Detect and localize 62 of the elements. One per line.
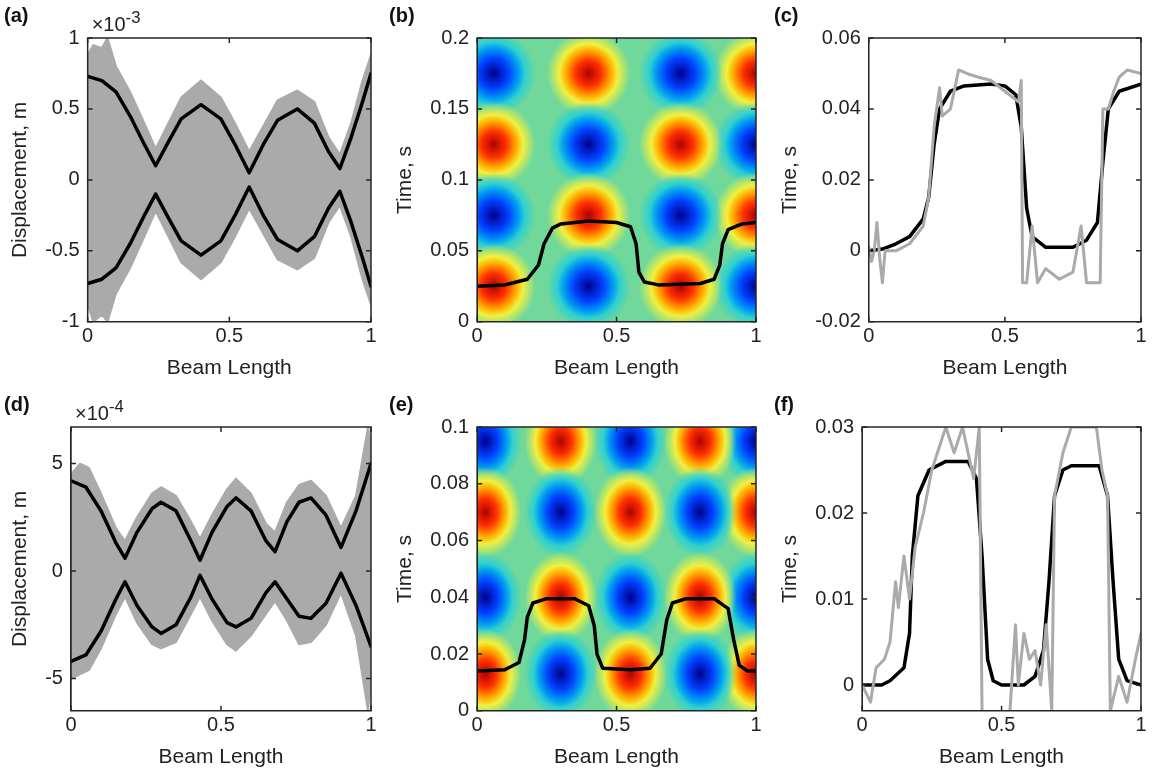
- x-tick-label: 0: [863, 324, 875, 347]
- x-tick-label: 0.5: [215, 324, 244, 347]
- y-tick-label: 0.04: [430, 584, 470, 607]
- y-tick-label: 5: [51, 451, 63, 474]
- y-tick-label: 0.02: [821, 167, 861, 190]
- y-axis-title: Displacement, m: [7, 101, 31, 259]
- x-tick-label: 1: [1135, 324, 1147, 347]
- x-tick-label: 1: [750, 713, 762, 736]
- y-tick-label: -1: [61, 309, 80, 332]
- chart-title: (d): [4, 392, 30, 415]
- y-tick-label: 0: [458, 309, 470, 332]
- x-axis-title: Beam Length: [158, 744, 284, 768]
- chart-title: (a): [4, 3, 29, 26]
- x-tick-label: 0.5: [990, 324, 1019, 347]
- y-axis-title: Displacement, m: [7, 490, 31, 648]
- y-axis-title: Time, s: [777, 145, 801, 214]
- x-tick-label: 1: [1135, 713, 1147, 736]
- y-tick-label: 0.05: [430, 238, 470, 261]
- x-tick-label: 0.5: [987, 713, 1016, 736]
- y-tick-label: 0.2: [441, 25, 470, 48]
- y-tick-label: 0.06: [821, 25, 861, 48]
- y-tick-label: 0.15: [430, 96, 470, 119]
- x-axis-title: Beam Length: [942, 355, 1068, 379]
- y-tick-label: 0.02: [815, 500, 855, 523]
- x-tick-label: 1: [365, 324, 377, 347]
- y-axis-title: Time, s: [392, 534, 416, 603]
- x-axis-title: Beam Length: [939, 744, 1065, 768]
- x-tick-label: 1: [750, 324, 762, 347]
- y-tick-label: -5: [45, 666, 63, 689]
- text: ×10$^{-3}$: [91, 8, 141, 36]
- y-tick-label: 0: [843, 672, 855, 695]
- chart-title: (f): [774, 392, 794, 415]
- y-tick-label: -0.5: [45, 238, 80, 261]
- x-tick-label: 0.5: [602, 324, 631, 347]
- chart-title: (b): [389, 3, 415, 26]
- x-axis-title: Beam Length: [554, 744, 680, 768]
- y-tick-label: 0.1: [441, 167, 470, 190]
- y-tick-label: 0.03: [815, 414, 855, 437]
- text: ×10$^{-4}$: [74, 397, 124, 425]
- y-tick-label: 0: [849, 238, 861, 261]
- y-tick-label: 0: [51, 558, 63, 581]
- chart-title: (e): [389, 392, 414, 415]
- y-tick-label: 0.1: [441, 414, 470, 437]
- x-axis-title: Beam Length: [166, 355, 292, 379]
- x-axis-title: Beam Length: [554, 355, 680, 379]
- y-tick-label: 0.06: [430, 528, 470, 551]
- y-tick-label: 0.01: [815, 586, 855, 609]
- x-tick-label: 0.5: [207, 713, 235, 736]
- x-tick-label: 1: [365, 713, 377, 736]
- y-axis-title: Time, s: [392, 145, 416, 214]
- y-tick-label: 1: [68, 25, 80, 48]
- y-tick-label: 0.08: [430, 471, 470, 494]
- x-tick-label: 0: [82, 324, 94, 347]
- chart-title: (c): [774, 3, 799, 26]
- y-axis-title: Time, s: [777, 534, 801, 603]
- y-tick-label: -0.02: [815, 309, 861, 332]
- y-tick-label: 0.04: [821, 96, 861, 119]
- y-tick-label: 0: [458, 698, 470, 721]
- y-tick-label: 0.5: [51, 96, 80, 119]
- y-tick-label: 0.02: [430, 641, 470, 664]
- x-tick-label: 0.5: [602, 713, 631, 736]
- y-tick-label: 0: [68, 167, 80, 190]
